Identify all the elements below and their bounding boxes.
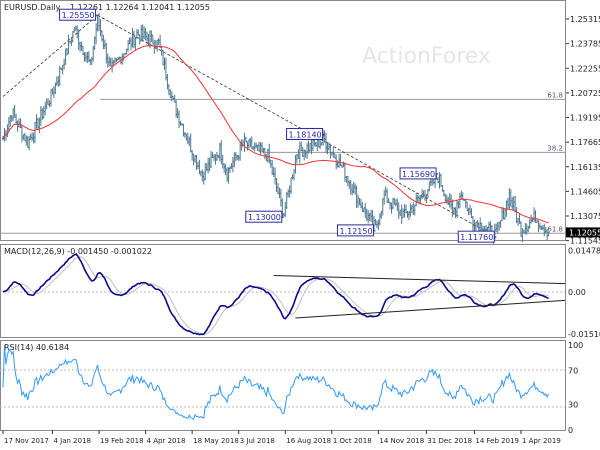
dashed-trendline [97, 14, 497, 238]
price-tick-label: 1.17665 [570, 138, 600, 147]
rsi-title: RSI(14) 40.6184 [4, 343, 69, 352]
macd-line [2, 253, 549, 336]
annotation-label: 1.13000 [248, 213, 281, 222]
date-tick-label: 17 Nov 2017 [4, 437, 49, 445]
fibonacci-label: 61.8 [547, 91, 563, 99]
fibonacci-label: 61.8 [547, 225, 563, 233]
date-tick-label: 14 Feb 2019 [475, 437, 519, 445]
macd-tick-label: -0.015107 [568, 330, 600, 339]
price-tick-label: 1.25315 [570, 15, 600, 24]
macd-title: MACD(12,26,9) -0.001450 -0.001022 [4, 247, 152, 256]
dashed-trendline [2, 14, 98, 97]
price-tick-label: 1.13075 [570, 212, 600, 221]
last-price-label: 1.12055 [569, 228, 600, 237]
date-tick-label: 19 Feb 2018 [100, 437, 144, 445]
price-tick-label: 1.11545 [570, 237, 600, 246]
time-axis: 17 Nov 2017 4 Jan 2018 19 Feb 2018 4 Apr 20… [2, 430, 561, 445]
price-tick-label: 1.19195 [570, 114, 600, 123]
macd-tick-label: 0.014786 [568, 247, 600, 256]
annotation-label: 1.15690 [402, 170, 435, 179]
price-tick-label: 1.16135 [570, 163, 600, 172]
rsi-tick-label: 70 [568, 367, 578, 376]
rsi-panel-frame [0, 340, 566, 431]
macd-panel: MACD(12,26,9) -0.001450 -0.001022 [0, 244, 566, 338]
date-tick-label: 1 Oct 2018 [333, 437, 372, 445]
annotation-box [245, 210, 283, 223]
annotation-label: 1.25550 [62, 11, 95, 20]
price-axis: 1.25315 1.23785 1.22255 1.20725 1.19195 1.176… [566, 15, 600, 246]
annotation-box [457, 230, 495, 243]
rsi-tick-label: 0 [568, 426, 573, 435]
date-tick-label: 3 Jul 2018 [240, 437, 275, 445]
macd-trendline [273, 274, 566, 285]
price-tick-label: 1.23785 [570, 40, 600, 49]
date-tick-label: 4 Jan 2018 [53, 437, 91, 445]
macd-panel-frame [0, 244, 566, 338]
last-price-tag [566, 227, 600, 238]
watermark: ActionForex [362, 44, 491, 69]
rsi-tick-label: 30 [568, 401, 578, 410]
annotation-box [336, 224, 374, 237]
moving-average-line [2, 45, 549, 224]
price-panel: ActionForex EURUSD.Daily 1.12261 1.12264… [0, 0, 566, 245]
date-tick-label: 31 Dec 2018 [427, 437, 472, 445]
annotation-box [286, 127, 324, 140]
date-tick-label: 1 Apr 2019 [522, 437, 561, 445]
macd-trendline [295, 299, 566, 319]
annotation-label: 1.12150 [339, 227, 372, 236]
rsi-panel: RSI(14) 40.6184 [0, 340, 566, 431]
price-tick-label: 1.22255 [570, 64, 600, 73]
macd-signal-line [2, 256, 549, 335]
annotation-box [59, 8, 97, 21]
annotation-box [399, 167, 437, 180]
macd-tick-label: 0.00 [568, 288, 586, 297]
price-tick-label: 1.20725 [570, 89, 600, 98]
fibonacci-label: 38.2 [547, 144, 563, 152]
price-tick-label: 1.14605 [570, 187, 600, 196]
price-panel-frame [0, 0, 566, 241]
annotation-label: 1.11760 [460, 233, 493, 242]
date-tick-label: 18 May 2018 [193, 437, 239, 445]
price-title: EURUSD.Daily [4, 3, 61, 12]
annotation-label: 1.18140 [289, 130, 322, 139]
ohlc-bar [547, 231, 550, 237]
ohlc-header: 1.12261 1.12264 1.12041 1.12055 [70, 3, 210, 12]
rsi-axis: 100 70 30 0 [568, 341, 583, 435]
date-tick-label: 14 Nov 2018 [379, 437, 424, 445]
date-tick-label: 4 Apr 2018 [147, 437, 186, 445]
date-tick-label: 16 Aug 2018 [286, 437, 331, 445]
rsi-tick-label: 100 [568, 341, 583, 350]
rsi-line [2, 344, 550, 421]
macd-axis: 0.014786 0.00 -0.015107 [568, 247, 600, 339]
